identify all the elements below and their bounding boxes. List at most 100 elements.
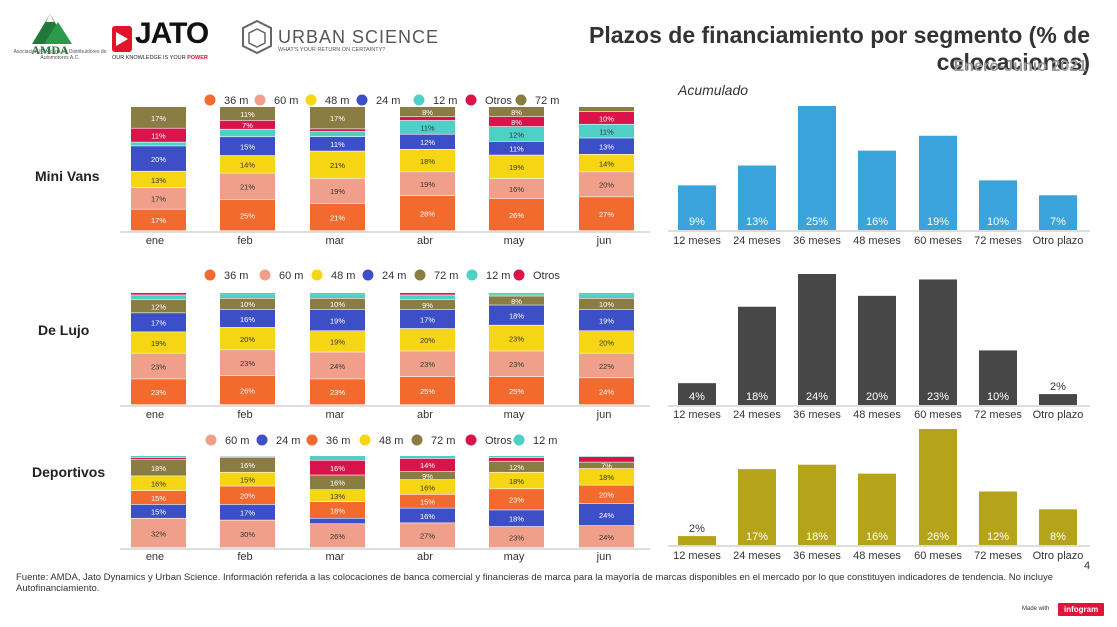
- legend-label: 60 m: [225, 435, 249, 447]
- stacked-bar-segment: [400, 107, 455, 117]
- x-tick-label: feb: [237, 235, 252, 247]
- cumulative-tick-label: 12 meses: [673, 550, 721, 562]
- legend-marker: [306, 434, 318, 446]
- stacked-bar-segment: [220, 293, 275, 294]
- data-label: 16%: [420, 512, 435, 521]
- cumulative-label: Acumulado: [678, 82, 749, 98]
- page-title: Plazos de financiamiento por segmento (%…: [589, 22, 1090, 75]
- jato-logo-word: JATO: [135, 17, 209, 50]
- legend-label: 72 m: [535, 95, 559, 107]
- x-tick-label: mar: [326, 235, 345, 247]
- legend-label: 48 m: [325, 95, 349, 107]
- stacked-bar-segment: [220, 486, 275, 505]
- stacked-bar-segment: [400, 120, 455, 134]
- stacked-bar-segment: [400, 134, 455, 149]
- x-tick-label: feb: [237, 409, 252, 421]
- x-tick-label: abr: [417, 235, 433, 247]
- data-label: 21%: [330, 213, 345, 222]
- data-label: 14%: [599, 159, 614, 168]
- stacked-bar-segment: [131, 187, 186, 209]
- cumulative-data-label: 2%: [1050, 381, 1066, 393]
- stacked-bar-segment: [220, 137, 275, 156]
- stacked-bar-segment: [131, 459, 186, 476]
- cumulative-tick-label: 48 meses: [853, 235, 901, 247]
- stacked-bar-segment: [579, 468, 634, 485]
- data-label: 11%: [509, 145, 524, 154]
- stacked-bar-segment: [131, 107, 186, 128]
- legend-marker: [204, 269, 216, 281]
- data-label: 20%: [599, 338, 614, 347]
- data-label: 12%: [509, 463, 524, 472]
- cumulative-data-label: 2%: [689, 523, 705, 535]
- x-tick-label: mar: [326, 551, 345, 563]
- legend-label: 24 m: [276, 435, 300, 447]
- data-label: 20%: [240, 335, 255, 344]
- data-label: 16%: [240, 315, 255, 324]
- data-label: 20%: [599, 491, 614, 500]
- stacked-bar-segment: [131, 146, 186, 171]
- data-label: 23%: [151, 362, 166, 371]
- cumulative-tick-label: 36 meses: [793, 409, 841, 421]
- stacked-bar-segment: [131, 456, 186, 458]
- data-label: 25%: [240, 211, 255, 220]
- data-label: 16%: [420, 483, 435, 492]
- jato-tagline: OUR KNOWLEDGE IS YOUR POWER: [112, 55, 208, 61]
- infogram-badge[interactable]: infogram: [1058, 603, 1105, 616]
- amda-logo: AMDA: [20, 6, 110, 72]
- cumulative-data-label: 26%: [927, 531, 949, 543]
- stacked-bar-segment: [310, 137, 365, 151]
- cumulative-tick-label: 60 meses: [914, 550, 962, 562]
- urban-science-tagline: WHAT'S YOUR RETURN ON CERTAINTY?: [278, 47, 386, 53]
- page-period: Enero-Junio 2021: [953, 58, 1087, 75]
- cumulative-tick-label: 72 meses: [974, 409, 1022, 421]
- stacked-bar-segment: [310, 502, 365, 518]
- stacked-bar-segment: [131, 171, 186, 188]
- stacked-bar-segment: [310, 203, 365, 231]
- cumulative-bar: [919, 135, 957, 230]
- jato-logo-mark: [112, 26, 132, 52]
- cumulative-tick-label: Otro plazo: [1033, 550, 1084, 562]
- cumulative-tick-label: 24 meses: [733, 409, 781, 421]
- stacked-bar-segment: [131, 490, 186, 505]
- stacked-bar-segment: [220, 375, 275, 405]
- stacked-bar-segment: [489, 510, 544, 527]
- segment-label-de-lujo: De Lujo: [38, 322, 89, 338]
- data-label: 21%: [330, 161, 345, 170]
- data-label: 16%: [330, 464, 345, 473]
- data-label: 17%: [240, 509, 255, 518]
- stacked-bar-segment: [220, 298, 275, 310]
- legend-marker: [515, 94, 527, 106]
- stacked-bar-segment: [400, 479, 455, 495]
- page-number: 4: [1084, 560, 1091, 572]
- cumulative-tick-label: 36 meses: [793, 550, 841, 562]
- cumulative-bar: [738, 306, 776, 405]
- cumulative-data-label: 23%: [927, 391, 949, 403]
- legend-label: 36 m: [326, 435, 350, 447]
- cumulative-tick-label: 36 meses: [793, 235, 841, 247]
- stacked-bar-segment: [310, 151, 365, 179]
- legend-label: 12 m: [533, 435, 557, 447]
- cumulative-bar: [858, 295, 896, 405]
- cumulative-data-label: 9%: [689, 216, 705, 228]
- cumulative-tick-label: Otro plazo: [1033, 409, 1084, 421]
- stacked-bar-segment: [400, 494, 455, 508]
- data-label: 24%: [599, 533, 614, 542]
- data-label: 10%: [330, 300, 345, 309]
- data-label: 22%: [599, 362, 614, 371]
- stacked-bar-segment: [489, 472, 544, 489]
- stacked-bar-segment: [220, 457, 275, 472]
- stacked-bar-segment: [400, 195, 455, 231]
- stacked-bar-segment: [579, 378, 634, 405]
- data-label: 18%: [151, 464, 166, 473]
- legend-marker: [359, 434, 371, 446]
- stacked-bar-segment: [489, 178, 544, 199]
- stacked-bar-segment: [489, 296, 544, 305]
- data-label: 8%: [511, 118, 522, 127]
- stacked-bar-segment: [131, 379, 186, 405]
- data-label: 23%: [420, 360, 435, 369]
- x-tick-label: may: [504, 235, 525, 247]
- stacked-bar-segment: [489, 461, 544, 472]
- data-label: 10%: [599, 300, 614, 309]
- cumulative-bar: [1039, 509, 1077, 545]
- data-label: 12%: [420, 138, 435, 147]
